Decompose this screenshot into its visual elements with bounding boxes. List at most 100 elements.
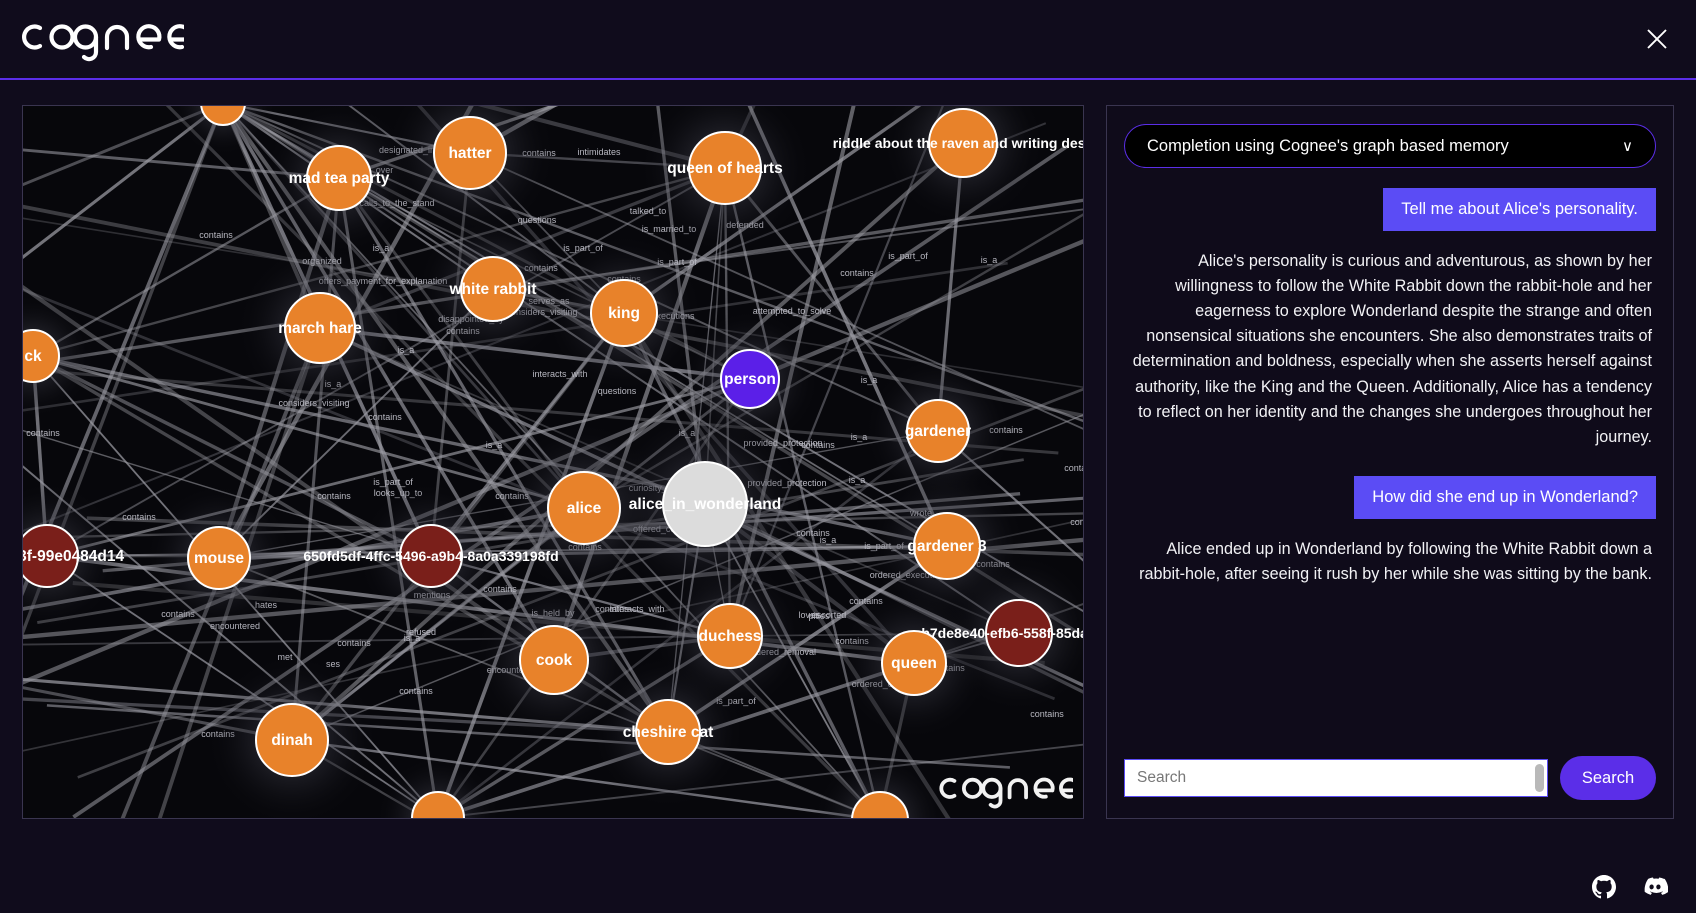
graph-node-label: hatter (448, 145, 491, 162)
graph-node-label: mouse (194, 550, 244, 567)
graph-node-circle[interactable] (187, 526, 251, 590)
graph-node[interactable]: gardener 3 (907, 512, 987, 580)
discord-icon[interactable] (1642, 874, 1668, 900)
graph-node-circle[interactable] (23, 329, 60, 383)
graph-edge-label: contains (796, 528, 830, 538)
graph-node-circle[interactable] (433, 116, 507, 190)
graph-node[interactable]: dinah (255, 703, 329, 777)
graph-node[interactable]: riddle about the raven and writing desk (833, 108, 1083, 178)
graph-node-circle[interactable] (851, 791, 909, 818)
graph-node-circle[interactable] (635, 699, 701, 765)
graph-edge-label: is_a (981, 255, 998, 265)
graph-edge-label: contains (849, 596, 883, 606)
search-button[interactable]: Search (1560, 756, 1656, 800)
graph-node-circle[interactable] (306, 145, 372, 211)
graph-node-circle[interactable] (688, 131, 762, 205)
graph-edge-label: is_a (373, 243, 390, 253)
graph-node-circle[interactable] (255, 703, 329, 777)
graph-node[interactable]: queen of hearts (667, 131, 783, 205)
graph-node-circle[interactable] (906, 399, 970, 463)
graph-node[interactable]: hatter (433, 116, 507, 190)
graph-node[interactable]: duchess (697, 603, 763, 669)
graph-node[interactable] (851, 791, 909, 818)
graph-edge-label: contains (368, 412, 402, 422)
graph-node[interactable]: alice (547, 471, 621, 545)
graph-edge-label: interacts_with (532, 369, 587, 379)
graph-node[interactable]: person (720, 349, 780, 409)
graph-node-label: 650fd5df-4ffc-5496-a9b4-8a0a339198fd (303, 548, 558, 564)
graph-node-circle[interactable] (284, 292, 356, 364)
graph-node-circle[interactable] (519, 625, 589, 695)
graph-node-label: cook (536, 652, 573, 669)
graph-node-circle[interactable] (697, 603, 763, 669)
search-scrollbar-thumb[interactable] (1535, 764, 1544, 792)
graph-node[interactable]: march hare (278, 292, 362, 364)
graph-node-circle[interactable] (590, 279, 658, 347)
model-selector[interactable]: Completion using Cognee's graph based me… (1124, 124, 1656, 168)
graph-node-label: gardener 3 (907, 538, 987, 555)
cognee-logo (14, 16, 184, 62)
search-input[interactable] (1125, 760, 1535, 796)
graph-node[interactable]: cook (519, 625, 589, 695)
graph-node[interactable]: cheshire cat (623, 699, 713, 765)
app-header (0, 0, 1696, 80)
graph-node-circle[interactable] (23, 524, 79, 588)
graph-node-label: alice (567, 500, 602, 517)
graph-node-circle[interactable] (985, 599, 1053, 667)
graph-node-label: march hare (278, 320, 362, 337)
graph-node-circle[interactable] (720, 349, 780, 409)
graph-node[interactable]: gardener (905, 399, 971, 463)
knowledge-graph-panel[interactable]: containsdesignated_inpresides_overcalls_… (22, 105, 1084, 819)
graph-edge-label: contains (122, 512, 156, 522)
graph-node-label: cheshire cat (623, 724, 713, 741)
graph-edge-label: contains (26, 428, 60, 438)
graph-node[interactable]: b7de8e40-efb6-558f-85da-63b (921, 599, 1083, 667)
graph-node[interactable]: queen (881, 630, 947, 696)
search-box[interactable] (1124, 759, 1548, 797)
graph-node[interactable] (200, 106, 246, 126)
graph-edge-label: loves (798, 610, 820, 620)
graph-edge-label: contains (337, 638, 371, 648)
graph-node-label: b7de8e40-efb6-558f-85da-63b (921, 625, 1083, 641)
graph-edge-label: contains (801, 440, 835, 450)
graph-edge-label: attempted_to_solve (753, 306, 832, 316)
graph-node-circle[interactable] (881, 630, 947, 696)
github-icon[interactable] (1592, 874, 1616, 899)
graph-node-label: queen of hearts (667, 160, 782, 177)
graph-node[interactable]: alice_in_wonderland (629, 461, 781, 547)
graph-node[interactable]: white rabbit (449, 256, 537, 322)
graph-node-glow (170, 106, 276, 156)
graph-node-circle[interactable] (411, 791, 465, 818)
graph-node-circle[interactable] (662, 461, 748, 547)
graph-node-label: person (724, 371, 776, 388)
graph-node[interactable]: mouse (187, 526, 251, 590)
graph-node-circle[interactable] (547, 471, 621, 545)
graph-edge-label: is_a (851, 432, 868, 442)
graph-edge-label: is_part_of (373, 477, 413, 487)
graph-node[interactable]: king (590, 279, 658, 347)
assistant-message: Alice's personality is curious and adven… (1132, 252, 1652, 446)
graph-node-circle[interactable] (399, 524, 463, 588)
graph-node[interactable]: 650fd5df-4ffc-5496-a9b4-8a0a339198fd (303, 524, 559, 588)
main-content: containsdesignated_inpresides_overcalls_… (0, 80, 1696, 860)
knowledge-graph[interactable]: containsdesignated_inpresides_overcalls_… (23, 106, 1083, 818)
graph-node-circle[interactable] (200, 106, 246, 126)
graph-edge-label: is_a (861, 375, 878, 385)
graph-node-glow (812, 752, 948, 818)
user-message: How did she end up in Wonderland? (1354, 475, 1656, 519)
graph-node-glow (375, 755, 501, 818)
graph-node[interactable]: mad tea party (289, 145, 390, 211)
graph-node[interactable]: ck (23, 329, 60, 383)
graph-edge-label: interacts_with (609, 604, 664, 614)
graph-node-circle[interactable] (913, 512, 981, 580)
graph-node-circle[interactable] (460, 256, 526, 322)
graph-node-circle[interactable] (928, 108, 998, 178)
graph-node[interactable]: ac3-aa3f-99e0484d14 (23, 524, 125, 588)
search-row: Search (1107, 756, 1673, 818)
graph-edge (32, 166, 726, 358)
message-list: Tell me about Alice's personality. Alice'… (1107, 168, 1673, 756)
close-icon[interactable] (1640, 22, 1674, 56)
graph-node[interactable] (411, 791, 465, 818)
graph-edge-label: ses (326, 659, 341, 669)
graph-edge-label: is_a (486, 440, 503, 450)
